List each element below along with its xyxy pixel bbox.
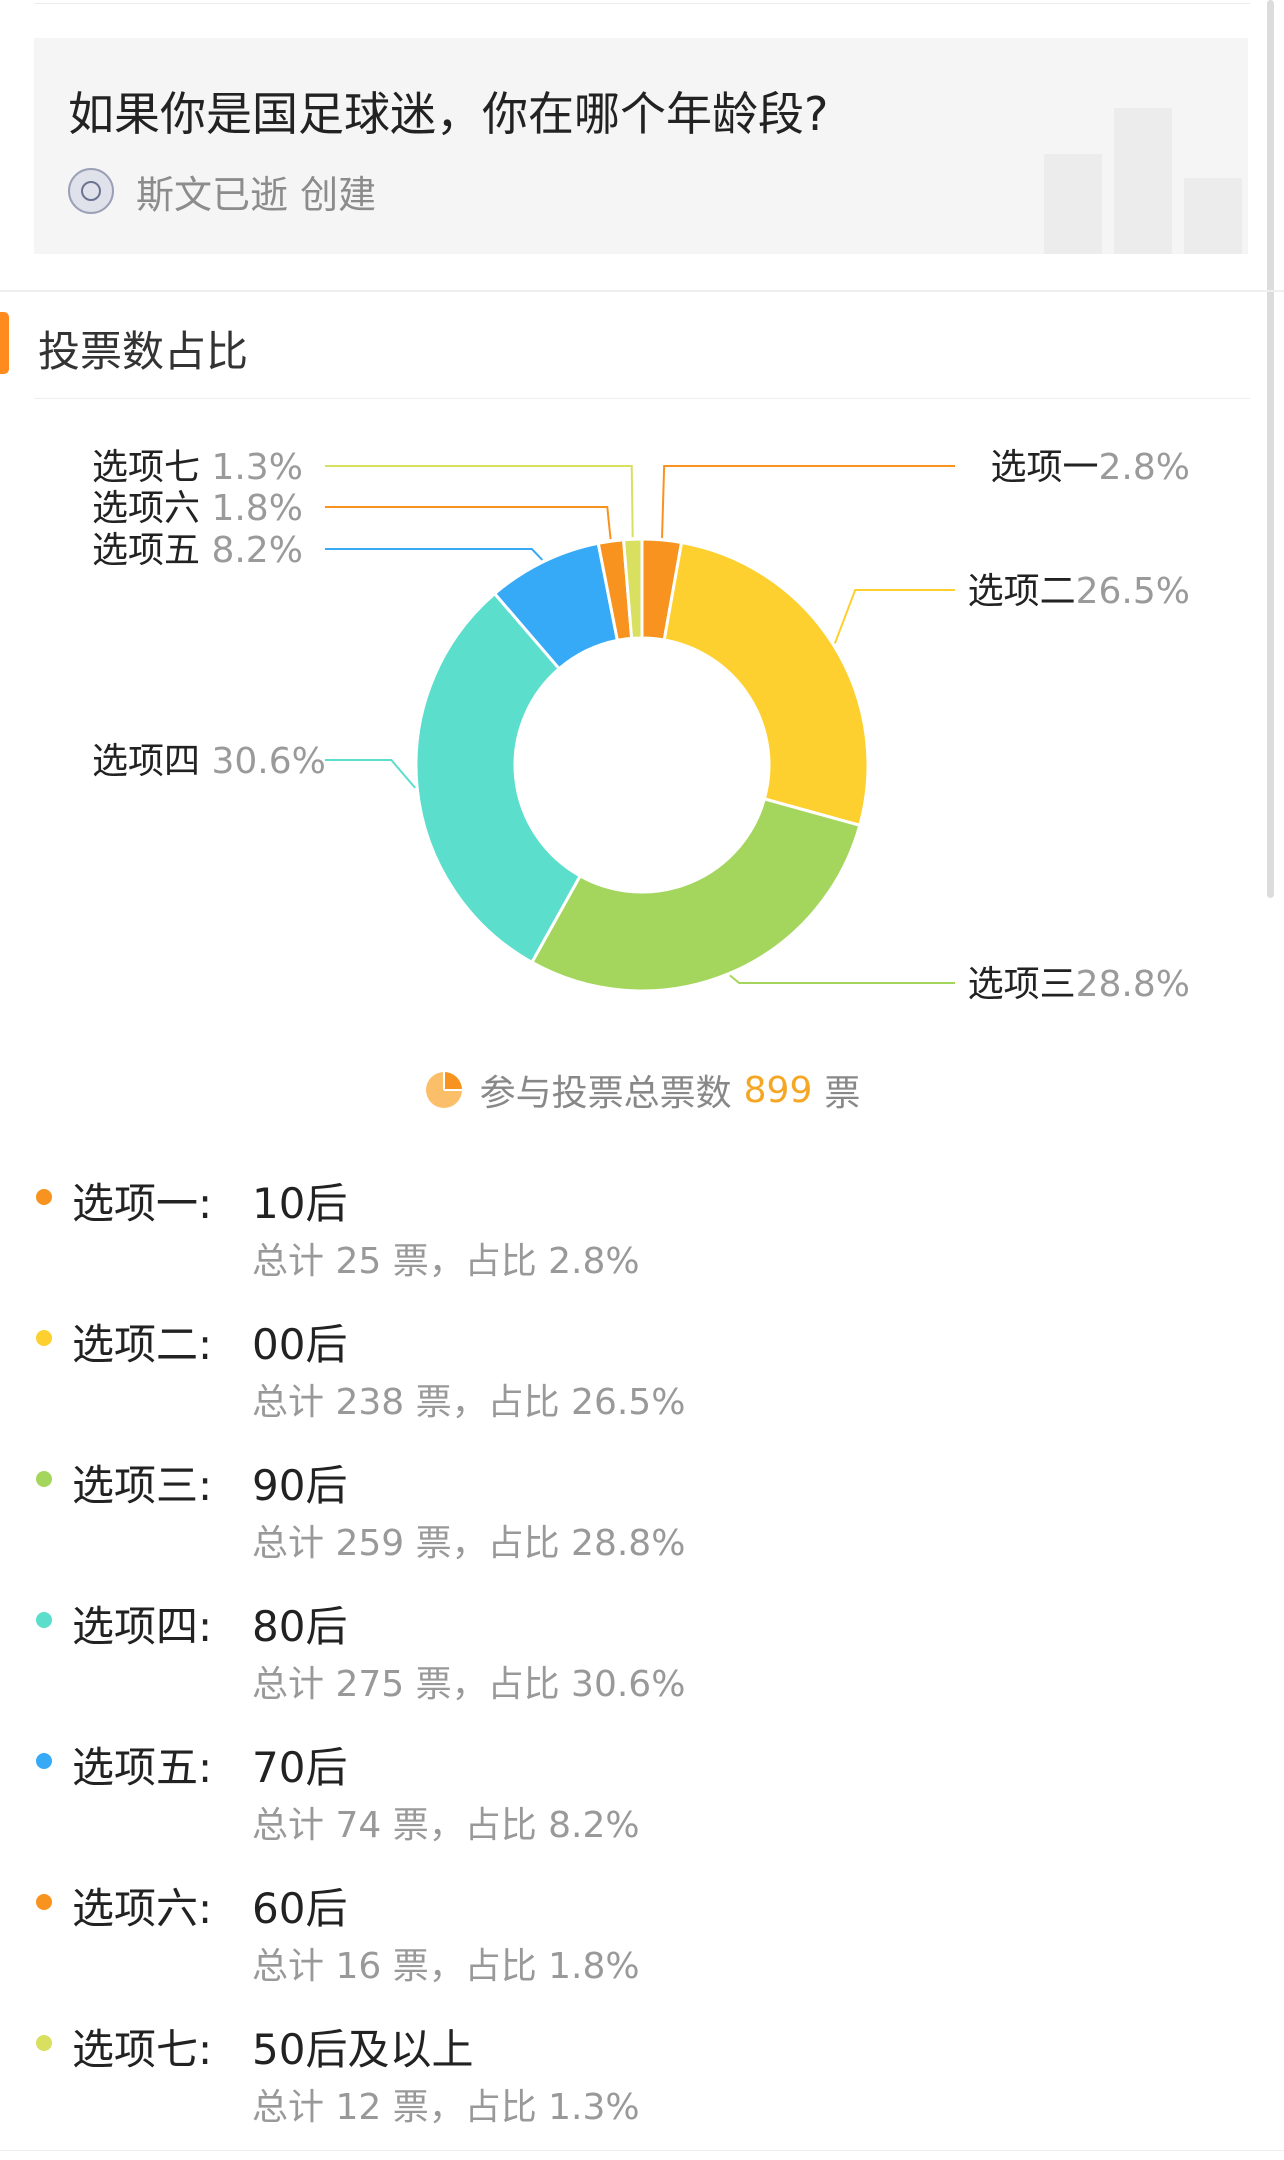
pie-chart-icon [425,1072,462,1108]
donut-slice[interactable] [529,797,862,993]
option-value: 70后 [252,1743,348,1792]
decorative-bar [1114,108,1172,254]
option-item: 选项二: 00后 总计 238 票，占比 26.5% [0,1301,1284,1441]
option-color-dot [36,1471,52,1487]
option-label: 选项五: [72,1743,213,1792]
decorative-bar [1044,154,1102,254]
option-item: 选项六: 60后 总计 16 票，占比 1.8% [0,1865,1284,2005]
option-value: 00后 [252,1320,348,1369]
total-label: 参与投票总票数 [479,1073,732,1114]
leader-line [325,548,544,561]
scrollbar[interactable] [1267,0,1274,898]
slice-label: 选项四 30.6% [92,741,326,782]
avatar[interactable] [68,168,114,214]
slice-label: 选项三28.8% [968,964,1190,1005]
option-color-dot [36,1330,52,1346]
option-value: 10后 [252,1179,348,1228]
option-label: 选项四: [72,1602,213,1651]
creator-text: 斯文已逝 创建 [136,172,377,217]
bottom-divider [0,2150,1284,2151]
donut-slice[interactable] [662,540,870,828]
slice-label: 选项二26.5% [968,571,1190,612]
leader-line [661,465,955,538]
option-value: 90后 [252,1461,348,1510]
leader-line [325,465,634,538]
option-item: 选项五: 70后 总计 74 票，占比 8.2% [0,1724,1284,1864]
option-value: 50后及以上 [252,2025,474,2074]
slice-label: 选项一2.8% [991,447,1190,488]
poll-header-card: 如果你是国足球迷，你在哪个年龄段? 斯文已逝 创建 [34,38,1248,254]
slice-label: 选项六 1.8% [92,488,303,529]
donut-chart: 选项一2.8% 选项二26.5% 选项三28.8% 选项四 30.6% 选项五 8.2%… [92,447,1190,1005]
option-value: 60后 [252,1884,348,1933]
leader-line [325,506,612,540]
option-label: 选项七: [72,2025,213,2074]
option-label: 选项一: [72,1179,213,1228]
section-title: 投票数占比 [38,327,249,376]
section-accent-bar [0,312,9,374]
option-value: 80后 [252,1602,348,1651]
option-stats: 总计 12 票，占比 1.3% [252,2087,640,2128]
leader-line [729,974,955,984]
option-item: 选项四: 80后 总计 275 票，占比 30.6% [0,1583,1284,1723]
option-label: 选项六: [72,1884,213,1933]
option-color-dot [36,2035,52,2051]
option-item: 选项三: 90后 总计 259 票，占比 28.8% [0,1442,1284,1582]
option-stats: 总计 74 票，占比 8.2% [252,1805,640,1846]
option-stats: 总计 275 票，占比 30.6% [252,1664,686,1705]
option-color-dot [36,1189,52,1205]
option-item: 选项七: 50后及以上 总计 12 票，占比 1.3% [0,2006,1284,2146]
option-label: 选项三: [72,1461,213,1510]
option-color-dot [36,1612,52,1628]
option-label: 选项二: [72,1320,213,1369]
poll-title: 如果你是国足球迷，你在哪个年龄段? [68,87,829,141]
total-count: 899 [743,1069,813,1111]
option-color-dot [36,1753,52,1769]
leader-line [325,759,416,789]
option-stats: 总计 25 票，占比 2.8% [252,1241,640,1282]
slice-label: 选项七 1.3% [92,447,303,488]
option-item: 选项一: 10后 总计 25 票，占比 2.8% [0,1160,1284,1300]
option-stats: 总计 238 票，占比 26.5% [252,1382,686,1423]
total-unit: 票 [824,1073,861,1114]
donut-slice[interactable] [414,591,583,965]
section-divider [0,290,1284,292]
top-divider [34,3,1250,4]
section-divider [34,398,1250,399]
donut-slice[interactable] [621,537,644,641]
leader-line [833,589,955,644]
poll-creator: 斯文已逝 创建 [68,166,377,217]
option-stats: 总计 16 票，占比 1.8% [252,1946,640,1987]
total-votes: 参与投票总票数 899 票 [0,1062,1284,1118]
option-stats: 总计 259 票，占比 28.8% [252,1523,686,1564]
slice-label: 选项五 8.2% [92,530,303,571]
decorative-bar [1184,178,1242,254]
option-color-dot [36,1894,52,1910]
